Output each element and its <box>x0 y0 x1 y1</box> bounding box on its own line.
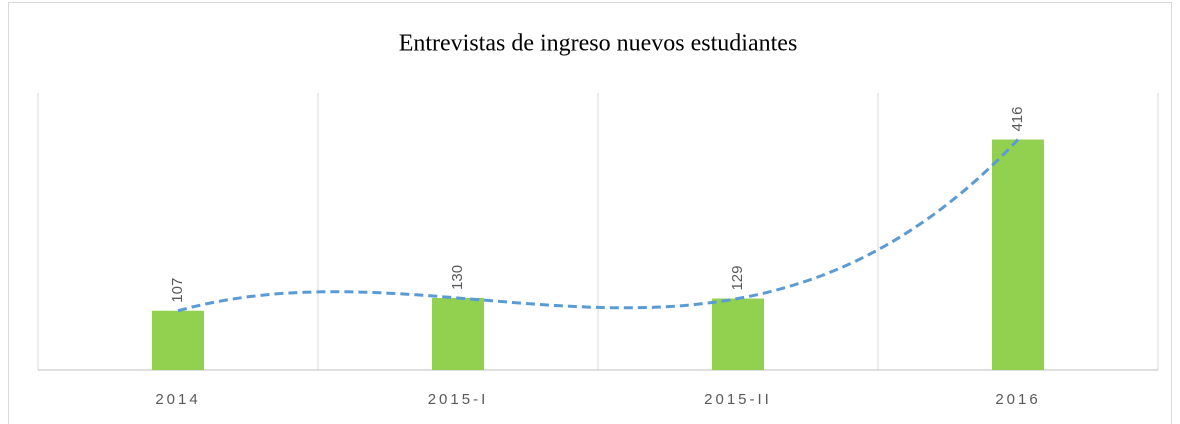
x-tick-label: 2015-I <box>428 391 489 408</box>
bar <box>432 297 484 370</box>
bar <box>712 298 764 370</box>
x-tick-label: 2014 <box>155 391 200 408</box>
trendline <box>177 138 1020 313</box>
chart-title: Entrevistas de ingreso nuevos estudiante… <box>399 31 798 57</box>
data-label: 129 <box>729 266 746 291</box>
data-label: 130 <box>449 265 466 290</box>
data-label: 107 <box>169 278 186 303</box>
bar <box>992 139 1044 370</box>
data-label: 416 <box>1009 107 1026 132</box>
x-tick-label: 2016 <box>995 391 1040 408</box>
bar <box>152 310 204 370</box>
x-tick-label: 2015-II <box>704 391 772 408</box>
